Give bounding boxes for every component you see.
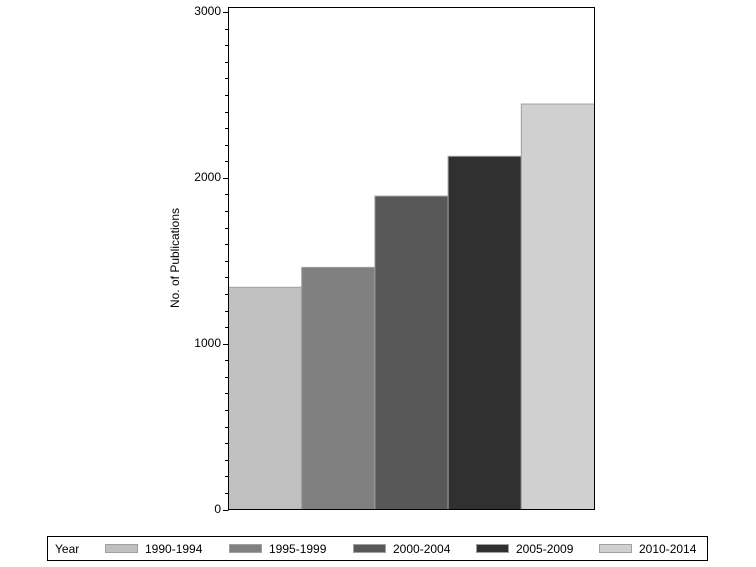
bar-2005-2009: [447, 155, 522, 510]
plot-frame: [228, 7, 595, 510]
legend-swatch: [353, 544, 386, 553]
y-tick-label-0: 0: [214, 502, 221, 516]
y-tick-label-2000: 2000: [194, 170, 221, 184]
bars-group: [228, 103, 595, 510]
y-tick-label-1000: 1000: [194, 336, 221, 350]
bar-1990-1994: [228, 286, 303, 510]
y-axis-ticks: [223, 12, 229, 511]
legend-label: 1990-1994: [145, 542, 203, 556]
bar-1995-1999: [301, 266, 376, 510]
y-tick-label-3000: 3000: [194, 4, 221, 18]
bar-2010-2014: [520, 103, 595, 510]
legend-label: 1995-1999: [269, 542, 327, 556]
legend: Year 1990-1994 1995-1999 2000-2004 2005-…: [47, 536, 708, 561]
y-axis-label: No. of Publications: [168, 207, 182, 309]
legend-swatch: [105, 544, 138, 553]
legend-swatch: [599, 544, 632, 553]
legend-title: Year: [55, 542, 80, 556]
bar-2000-2004: [374, 195, 449, 510]
legend-label: 2010-2014: [639, 542, 697, 556]
legend-label: 2005-2009: [516, 542, 574, 556]
legend-swatch: [229, 544, 262, 553]
legend-swatch: [476, 544, 509, 553]
legend-label: 2000-2004: [393, 542, 451, 556]
